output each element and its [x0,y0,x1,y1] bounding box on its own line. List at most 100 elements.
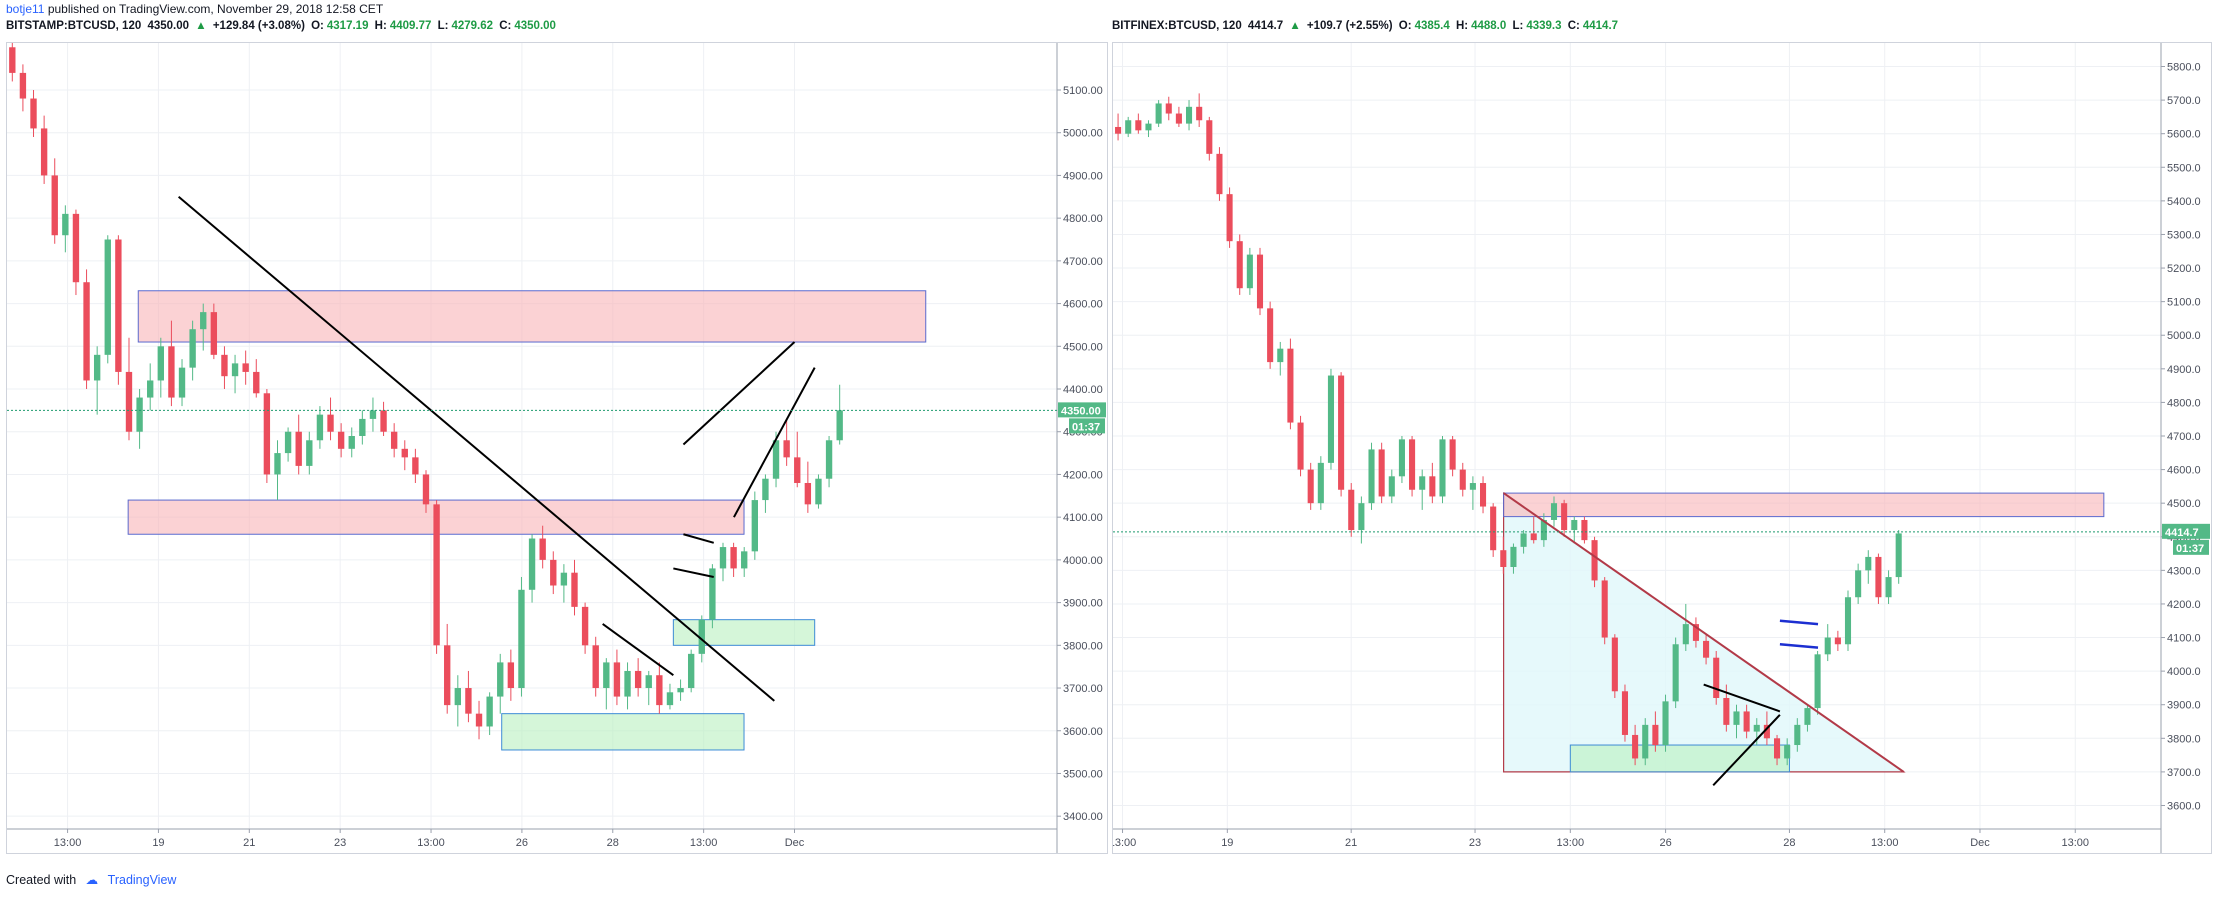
y-tick-label: 5200.0 [2167,263,2201,275]
candle-body-down [1459,469,1466,490]
candle-body-down [539,538,546,560]
candle-body-up [497,662,504,697]
y-tick-label: 4500.0 [2167,498,2201,510]
right-chart-legend: BITFINEX:BTCUSD, 120 4414.7 ▲ +109.7 (+2… [1112,20,1621,32]
last-price-label: 4350.00 [147,20,190,32]
trend-line [673,567,714,578]
x-tick-label: 26 [1659,837,1671,849]
candle-body-down [1834,637,1841,645]
candle-body-up [560,572,568,586]
candle-body-up [369,410,377,419]
y-tick-label: 4800.0 [2167,397,2201,409]
candle-body-up [1895,533,1902,578]
y-tick-label: 4800.00 [1063,213,1103,225]
candle-body-down [634,670,642,689]
candle-body-down [1206,120,1213,154]
symbol-label: BITSTAMP:BTCUSD, 120 [6,20,142,32]
candle-body-up [528,538,536,590]
candle-body-up [603,662,610,689]
candle-body-down [1743,711,1750,732]
trend-line [1703,683,1781,713]
candle-body-up [1550,503,1558,520]
candle-body-down [83,282,90,381]
candle-body-up [1439,439,1446,497]
candle-body-down [422,474,430,505]
bitstamp-candlestick-chart[interactable]: 3400.00 3500.00 3600.00 3700.00 3800.00 3900.… [7,43,1107,853]
x-tick-label: 13:00 [1557,837,1585,849]
change-up-icon: ▲ [195,20,207,32]
trend-line [682,341,796,446]
candle-body-down [1591,540,1598,581]
y-tick-label: 4000.00 [1063,555,1103,567]
candle-body-up [306,440,313,466]
countdown-tag [1069,418,1105,434]
x-tick-label: 13:00 [690,837,718,849]
left-chart-legend: BITSTAMP:BTCUSD, 120 4350.00 ▲ +129.84 (… [6,20,559,32]
candle-body-down [1429,476,1436,497]
candle-body-up [1419,476,1426,490]
candle-body-up [178,367,186,398]
x-tick-label: 21 [1345,837,1357,849]
y-tick-label: 5100.00 [1063,85,1103,97]
candle-body-up [1358,503,1365,531]
created-with-text: Created with [6,873,77,887]
candle-body-up [157,346,164,381]
y-tick-label: 4700.00 [1063,256,1103,268]
left-chart-panel[interactable]: 3400.00 3500.00 3600.00 3700.00 3800.00 3900.… [6,42,1108,854]
y-tick-label: 5100.0 [2167,297,2201,309]
candle-body-up [454,688,461,706]
candle-body-down [1348,489,1355,531]
candle-body-down [1297,422,1304,470]
candle-body-down [115,239,122,372]
x-tick-label: 23 [1469,837,1481,849]
candle-body-down [1692,624,1699,641]
x-tick-label: 28 [1783,837,1795,849]
candle-body-down [444,645,451,706]
close-key: C: [499,20,512,32]
high-key: H: [1455,20,1469,32]
y-tick-label: 3700.00 [1063,683,1103,695]
candle-body-down [327,414,334,432]
bitfinex-candlestick-chart[interactable]: 3600.0 3700.0 3800.0 3900.0 4000.0 4100.0 4200… [1113,43,2211,853]
candle-body-down [1703,640,1710,658]
candle-body-up [189,329,196,368]
candle-body-up [1540,519,1547,541]
high-value: 4488.0 [1471,20,1507,32]
candle-body-up [200,312,207,330]
y-tick-label: 4200.0 [2167,599,2201,611]
x-tick-label: Dec [1970,837,1990,849]
candle-body-up [1246,254,1253,289]
x-tick-label: 21 [243,837,255,849]
candle-body-down [9,47,16,73]
candle-body-up [136,397,143,432]
candle-body-down [1875,556,1882,598]
resistance-zone [1503,492,2105,518]
y-tick-label: 3600.00 [1063,726,1103,738]
candle-body-up [1327,375,1335,463]
publish-info: botje11 published on TradingView.com, No… [6,2,383,16]
resistance-zone [137,290,927,343]
candle-body-down [1763,724,1770,739]
y-tick-label: 5000.00 [1063,128,1103,140]
candle-body-down [1165,103,1172,114]
candle-body-up [1885,577,1892,598]
candle-body-down [1530,533,1537,541]
right-chart-panel[interactable]: 3600.0 3700.0 3800.0 3900.0 4000.0 4100.0 4200… [1112,42,2212,854]
tradingview-link[interactable]: TradingView [107,873,177,887]
candle-body-up [1733,711,1740,725]
candle-body-up [1398,439,1405,477]
tradingview-logo-icon[interactable]: ☁ [85,873,99,887]
y-tick-label: 5000.0 [2167,330,2201,342]
last-price-tag [2162,523,2210,539]
candle-body-up [624,670,631,697]
y-tick-label: 4500.00 [1063,341,1103,353]
candle-body-up [1388,476,1395,497]
candle-body-down [210,312,218,355]
high-key: H: [374,20,387,32]
x-tick-label: 26 [516,837,528,849]
candle-body-down [1267,308,1274,363]
support-zone [501,713,745,751]
low-value: 4339.3 [1526,20,1562,32]
y-tick-label: 5400.0 [2167,196,2201,208]
author-link[interactable]: botje11 [6,2,45,16]
